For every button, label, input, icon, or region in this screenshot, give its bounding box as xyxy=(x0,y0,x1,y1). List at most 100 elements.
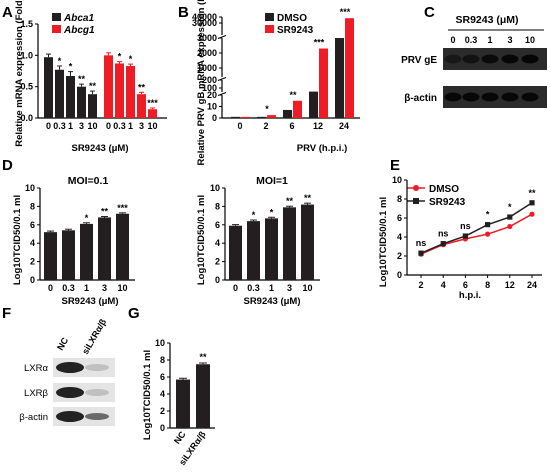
bar-d1-1 xyxy=(62,230,75,280)
xtick-label: 0 xyxy=(48,283,53,293)
xtick-label: 6 xyxy=(463,280,468,290)
panel-e-ylabel: Log10TCID50/0.1 ml xyxy=(378,197,389,287)
significance-marker: * xyxy=(270,207,274,217)
bar-a-0-3 xyxy=(77,86,86,118)
e-ytick-label: 8 xyxy=(397,194,402,204)
xtick-label: 10 xyxy=(147,121,157,131)
significance-marker: *** xyxy=(314,38,325,48)
g-ytick-label: 6 xyxy=(160,372,165,382)
blot-lane-label: 0 xyxy=(450,35,455,45)
panel-label-c: C xyxy=(424,4,435,21)
bar-b-0-3 xyxy=(309,91,318,118)
bar-b-0-1 xyxy=(257,116,266,118)
data-point-dmso xyxy=(507,223,513,230)
panel-label-g: G xyxy=(128,305,140,322)
xtick-label: 0 xyxy=(46,121,51,131)
panel-d2-chart: MOI=1 Log10TCID50/0.1 ml SR9243 (μM) 0 2 4… xyxy=(196,175,320,307)
legend-marker-dmso xyxy=(413,185,419,191)
xtick-label: 24 xyxy=(527,280,537,290)
bar-d1-0 xyxy=(44,232,57,280)
xtick-label: 10 xyxy=(87,121,97,131)
blot-lane-label: NC xyxy=(55,335,70,352)
panel-label-b: B xyxy=(178,4,189,21)
xtick-label: 10 xyxy=(117,283,127,293)
legend-label-dmso: DMSO xyxy=(277,13,307,24)
xtick-label: 0.3 xyxy=(53,121,66,131)
panel-b-legend: DMSO SR9243 xyxy=(265,13,314,36)
blot-band-nc xyxy=(56,387,84,398)
panel-a-chart: Relative mRNA expression (Fold) SR9243 (… xyxy=(14,0,167,154)
significance-marker: ns xyxy=(460,221,471,231)
xtick-label: 3 xyxy=(79,121,84,131)
blot-band-si xyxy=(85,413,109,420)
data-point-sr9243 xyxy=(485,222,491,228)
bar-a-0-1 xyxy=(55,69,64,118)
xtick-label: 1 xyxy=(84,283,89,293)
panel-label-a: A xyxy=(2,4,13,21)
series-line-0 xyxy=(420,213,533,255)
panel-a-legend: Abca1 Abcg1 xyxy=(52,13,95,36)
legend-label-e-dmso: DMSO xyxy=(429,184,459,195)
bar-b-0-2 xyxy=(283,109,292,118)
xtick-label: 0.3 xyxy=(113,121,126,131)
panel-d2-xlabel: SR9243 (μM) xyxy=(243,296,300,307)
significance-marker: ** xyxy=(289,90,297,100)
blot-row-label: PRV gE xyxy=(401,55,437,66)
d1-ytick-label: 8 xyxy=(30,201,35,211)
significance-marker: ** xyxy=(304,193,312,203)
g-ytick-label: 0 xyxy=(160,423,165,433)
e-ytick-label: 0 xyxy=(397,270,402,280)
legend-swatch-dmso xyxy=(265,13,274,21)
data-point-dmso xyxy=(529,211,535,217)
b-ytick-label: 30000 xyxy=(192,18,217,28)
b-ytick-label: 2000 xyxy=(197,48,217,58)
b-ytick-label: 1000 xyxy=(197,63,217,73)
blot-band-prv-ge xyxy=(444,54,462,64)
bar-g-0 xyxy=(176,379,190,428)
g-ytick-label: 10 xyxy=(155,338,165,348)
xtick-label: 0 xyxy=(237,121,242,131)
panel-d1-chart: MOI=0.1 Log10TCID50/0.1 ml SR9243 (μM) 0… xyxy=(12,175,135,307)
significance-marker: * xyxy=(129,54,133,64)
legend-label-e-sr9243: SR9243 xyxy=(429,197,466,208)
series-line-1 xyxy=(420,202,533,254)
panel-a-xlabel: SR9243 (μM) xyxy=(71,143,128,154)
blot-band-actin xyxy=(462,92,480,102)
b-ytick-label: 200 xyxy=(202,75,217,85)
bar-b-1-3 xyxy=(319,48,328,118)
xtick-label: 0 xyxy=(106,121,111,131)
xtick-label: 4 xyxy=(441,280,446,290)
xtick-label: 6 xyxy=(289,121,294,131)
xtick-label: 3 xyxy=(139,121,144,131)
panel-d1-title: MOI=0.1 xyxy=(68,175,109,187)
e-ytick-label: 6 xyxy=(397,213,402,223)
bar-b-1-0 xyxy=(241,116,250,118)
data-point-sr9243 xyxy=(418,250,424,256)
d2-ytick-label: 6 xyxy=(215,220,220,230)
blot-row-label: β-actin xyxy=(19,412,48,423)
blot-row-label: LXRβ xyxy=(24,388,48,399)
e-ytick-label: 4 xyxy=(397,232,402,242)
significance-marker: ** xyxy=(89,81,97,91)
g-ytick-label: 8 xyxy=(160,355,165,365)
blot-band-nc xyxy=(56,362,84,373)
blot-band-prv-ge xyxy=(521,54,539,64)
bar-a-0-2 xyxy=(66,76,75,118)
d2-ytick-label: 2 xyxy=(215,257,220,267)
bar-d2-1 xyxy=(247,221,260,280)
blot-lane-label: 10 xyxy=(525,35,535,45)
panel-b-chart: Relative PRV gB mRNA expression (Fold) P… xyxy=(192,0,360,165)
legend-swatch-abcg1 xyxy=(52,25,61,33)
a-ytick-label: 1.5 xyxy=(20,19,33,29)
panel-d1-xlabel: SR9243 (μM) xyxy=(61,296,118,307)
data-point-sr9243 xyxy=(507,214,513,220)
legend-swatch-abca1 xyxy=(52,13,61,21)
legend-marker-sr9243 xyxy=(413,198,419,204)
bar-a-1-0 xyxy=(104,55,113,118)
d2-ytick-label: 4 xyxy=(215,238,220,248)
bar-a-1-4 xyxy=(148,109,157,118)
bar-d2-3 xyxy=(283,207,296,280)
legend-label-abca1: Abca1 xyxy=(63,13,94,24)
xtick-label: 8 xyxy=(485,280,490,290)
bar-a-1-3 xyxy=(137,94,146,118)
